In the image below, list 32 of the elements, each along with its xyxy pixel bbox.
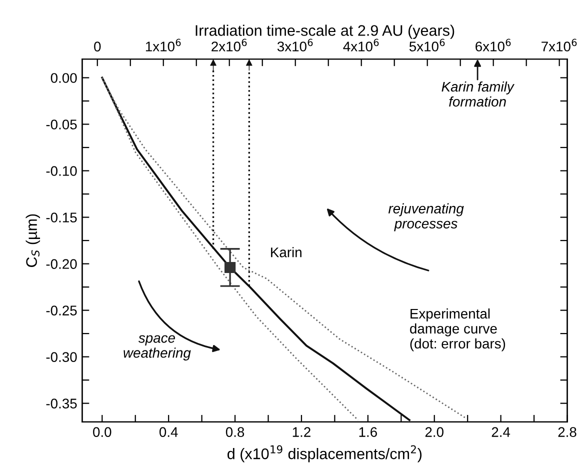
x-tick-label: 0.0: [93, 427, 112, 437]
x2-axis-title: Irradiation time-scale at 2.9 AU (years): [196, 24, 454, 39]
y-axis-title: C$_{S}$ (µm): [26, 214, 40, 267]
x2-tick-label: 2x10$^{6}$: [212, 38, 247, 52]
y-tick-label: -0.25: [46, 306, 77, 316]
x2-tick-label: 7x10$^{6}$: [542, 38, 577, 52]
x-tick-label: 0.4: [159, 427, 178, 437]
y-tick-label: -0.20: [46, 259, 77, 269]
annotation: Experimental damage curve (dot: error bars): [410, 308, 506, 352]
x-tick-label: 1.2: [292, 427, 310, 437]
x2-tick-label: 6x10$^{6}$: [476, 38, 511, 52]
x-tick-label: 2.0: [425, 427, 444, 437]
x2-tick-label: 3x10$^{6}$: [277, 38, 313, 52]
x-tick-label: 2.4: [492, 427, 510, 437]
annotation: Karin: [271, 247, 302, 258]
x2-tick-label: 4x10$^{6}$: [343, 38, 379, 52]
y-tick-label: 0.00: [50, 73, 77, 83]
annotation: space weathering: [124, 335, 191, 361]
x-tick-label: 2.8: [558, 427, 576, 437]
annotation: Karin family formation: [442, 81, 515, 107]
x2-tick-label: 5x10$^{6}$: [409, 38, 445, 52]
x-tick-label: 0.8: [226, 427, 244, 437]
y-tick-label: -0.10: [46, 166, 77, 176]
x-tick-label: 1.6: [359, 427, 377, 437]
x2-tick-label: 1x10$^{6}$: [146, 38, 181, 52]
y-tick-label: -0.15: [46, 212, 77, 222]
y-tick-label: -0.35: [46, 398, 77, 408]
y-tick-label: -0.30: [46, 352, 77, 362]
x-axis-title: d (x10$^{19}$ displacements/cm$^{2}$): [228, 445, 422, 462]
x2-tick-label: 0: [94, 42, 101, 52]
y-tick-label: -0.05: [46, 120, 77, 130]
annotation: rejuvenating processes: [388, 203, 464, 232]
